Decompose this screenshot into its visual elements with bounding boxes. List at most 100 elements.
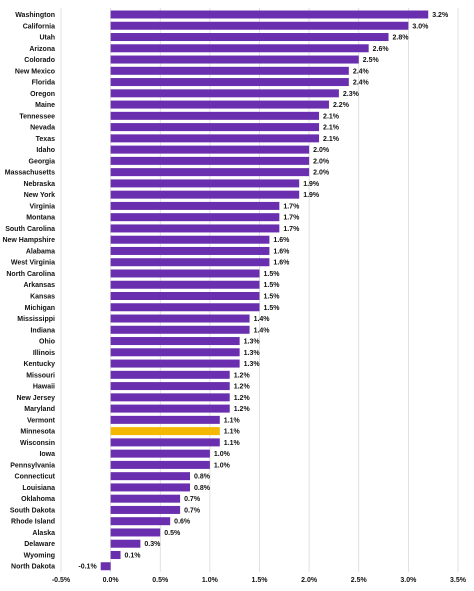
bar (110, 393, 230, 402)
bar (100, 562, 111, 571)
bar (110, 472, 191, 481)
category-label: Hawaii (33, 384, 55, 391)
value-label: 1.1% (224, 440, 241, 447)
category-label: Massachusetts (5, 170, 55, 177)
bar (110, 134, 320, 143)
bar (110, 415, 220, 424)
value-label: 1.5% (264, 271, 281, 278)
value-label: 1.2% (234, 406, 251, 413)
value-label: -0.1% (78, 564, 97, 571)
category-label: Maryland (24, 406, 55, 413)
category-label: Virginia (29, 203, 55, 210)
value-label: 1.7% (283, 203, 300, 210)
value-label: 1.6% (273, 237, 290, 244)
category-label: New Jersey (16, 395, 55, 402)
category-label: Kansas (30, 294, 55, 301)
bar (110, 145, 310, 154)
bar (110, 438, 220, 447)
category-label: Louisiana (22, 485, 55, 492)
category-label: New Mexico (15, 68, 55, 75)
x-tick-label: 0.0% (103, 577, 120, 584)
category-label: Utah (39, 35, 55, 42)
value-label: 0.6% (174, 519, 191, 526)
value-label: 0.3% (144, 541, 161, 548)
bar (110, 348, 240, 357)
value-label: 1.0% (214, 462, 231, 469)
category-label: Arizona (29, 46, 55, 53)
bar (110, 494, 181, 503)
category-label: New York (24, 192, 55, 199)
x-tick-label: 3.0% (400, 577, 417, 584)
category-label: Vermont (27, 417, 56, 424)
value-label: 1.3% (244, 361, 261, 368)
value-label: 1.6% (273, 260, 290, 267)
value-label: 0.1% (125, 552, 142, 559)
value-label: 1.2% (234, 372, 251, 379)
category-label: New Hampshire (2, 237, 55, 244)
value-label: 0.7% (184, 496, 201, 503)
value-label: 2.2% (333, 102, 350, 109)
x-tick-label: 1.5% (252, 577, 269, 584)
bar (110, 89, 339, 98)
value-label: 1.5% (264, 305, 281, 312)
bar (110, 483, 191, 492)
bar (110, 224, 280, 233)
category-label: Illinois (33, 350, 55, 357)
bar (110, 246, 270, 255)
category-label: Delaware (24, 541, 55, 548)
bar (110, 190, 300, 199)
value-label: 2.0% (313, 170, 330, 177)
bar (110, 55, 359, 64)
category-label: Indiana (30, 327, 55, 334)
category-label: Colorado (24, 57, 55, 64)
category-label: Rhode Island (11, 519, 55, 526)
bar (110, 539, 141, 548)
bar (110, 303, 260, 312)
bar (110, 382, 230, 391)
bar (110, 314, 250, 323)
bar (110, 280, 260, 289)
value-label: 2.0% (313, 158, 330, 165)
category-label: California (23, 23, 55, 30)
bar (110, 156, 310, 165)
value-label: 1.2% (234, 384, 251, 391)
bar (110, 213, 280, 222)
bar (110, 33, 389, 42)
value-label: 2.0% (313, 147, 330, 154)
category-label: Alabama (26, 248, 55, 255)
x-tick-label: 1.0% (202, 577, 219, 584)
category-label: North Carolina (6, 271, 55, 278)
bar (110, 111, 320, 120)
bar (110, 258, 270, 267)
category-label: Iowa (39, 451, 55, 458)
bar (110, 10, 429, 19)
category-label: Idaho (36, 147, 55, 154)
value-label: 1.1% (224, 417, 241, 424)
value-label: 1.5% (264, 282, 281, 289)
value-labels: 3.2%3.0%2.8%2.6% 2.5% 2.4% 2.4% 2.3% 2.2% 2.1%… (78, 12, 449, 571)
value-label: 1.0% (214, 451, 231, 458)
bar (110, 44, 369, 53)
value-label: 0.7% (184, 507, 201, 514)
bar (110, 359, 240, 368)
value-label: 1.7% (283, 226, 300, 233)
bar (110, 66, 349, 75)
value-label: 0.8% (194, 474, 211, 481)
category-labels: Washington California Utah Arizona Colorado N… (2, 12, 55, 571)
bar (110, 21, 409, 30)
category-label: Washington (15, 12, 55, 19)
category-label: Mississippi (17, 316, 55, 323)
category-label: West Virginia (11, 260, 55, 267)
category-label: Florida (32, 80, 55, 87)
category-label: North Dakota (11, 564, 55, 571)
bar (110, 168, 310, 177)
category-label: Maine (35, 102, 55, 109)
value-label: 1.1% (224, 429, 241, 436)
category-label: Ohio (39, 339, 55, 346)
x-axis-tick-labels: -0.5% 0.0% 0.5% 1.0% 1.5% 2.0% 2.5% 3.0% 3.5% (52, 577, 467, 584)
value-label: 2.1% (323, 113, 340, 120)
bar (110, 123, 320, 132)
bar (110, 179, 300, 188)
value-label: 1.4% (254, 327, 271, 334)
value-label: 2.1% (323, 136, 340, 143)
